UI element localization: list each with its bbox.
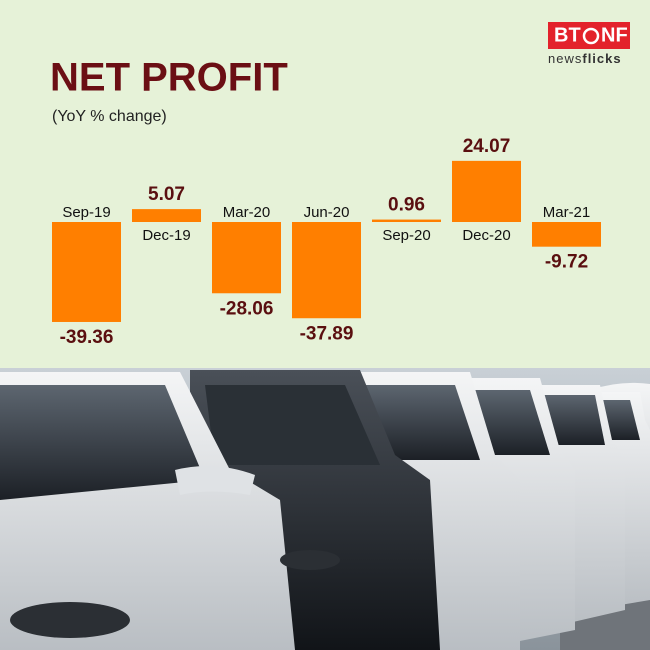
bar xyxy=(532,222,601,247)
headlight xyxy=(280,550,340,570)
category-label: Mar-20 xyxy=(223,204,271,221)
value-label: -9.72 xyxy=(545,252,588,273)
logo: BT NF newsflicks xyxy=(548,22,630,66)
logo-tagline-light: news xyxy=(548,51,582,66)
chart-title: NET PROFIT xyxy=(50,56,288,100)
logo-wheel xyxy=(582,27,600,45)
category-label: Dec-19 xyxy=(142,227,190,244)
bar xyxy=(212,222,281,294)
value-label: 5.07 xyxy=(148,184,185,205)
logo-box xyxy=(548,22,630,49)
car-photo xyxy=(0,368,650,650)
logo-tagline: newsflicks xyxy=(548,51,622,66)
value-label: 0.96 xyxy=(388,195,425,216)
value-label: -37.89 xyxy=(300,323,354,344)
category-label: Jun-20 xyxy=(304,204,350,221)
bar xyxy=(372,219,441,222)
car-window xyxy=(205,385,380,465)
car-window xyxy=(365,385,480,460)
bar xyxy=(452,160,521,222)
bar xyxy=(132,209,201,222)
mirror xyxy=(175,466,255,495)
headlight xyxy=(10,602,130,638)
logo-text: BT xyxy=(554,24,581,46)
value-label: 24.07 xyxy=(463,136,511,157)
bar xyxy=(292,222,361,319)
value-label: -39.36 xyxy=(60,327,114,348)
logo-tagline-bold: flicks xyxy=(582,51,621,66)
chart-subtitle: (YoY % change) xyxy=(52,108,167,125)
car-window xyxy=(0,385,205,500)
category-label: Dec-20 xyxy=(462,227,510,244)
logo-text: NF xyxy=(601,24,628,46)
category-label: Sep-20 xyxy=(382,227,430,244)
bar xyxy=(52,222,121,322)
category-label: Mar-21 xyxy=(543,204,591,221)
value-label: -28.06 xyxy=(220,298,274,319)
category-label: Sep-19 xyxy=(62,204,110,221)
